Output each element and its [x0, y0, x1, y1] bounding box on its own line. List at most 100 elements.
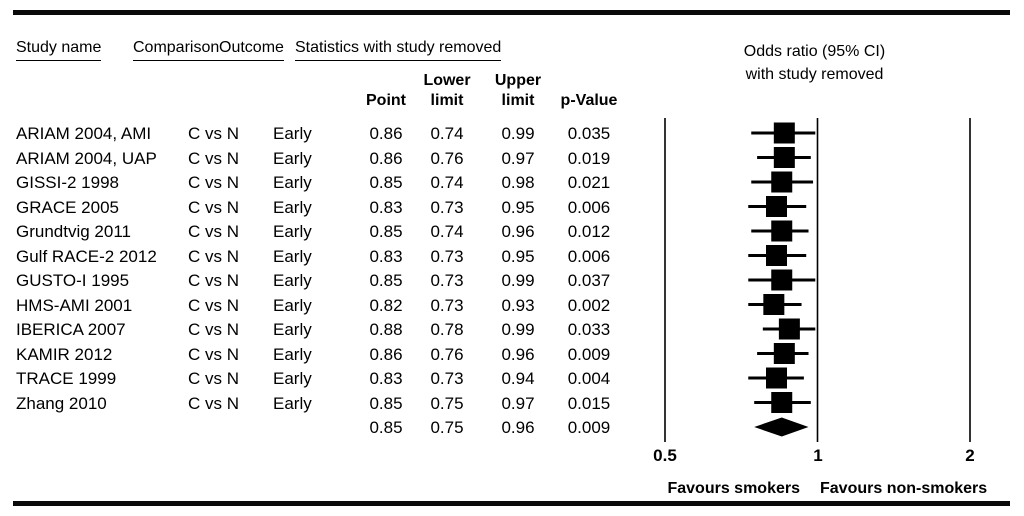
- point-cell: 0.86: [369, 344, 403, 364]
- study-name-cell: ARIAM 2004, AMI: [16, 124, 152, 143]
- top-rule: [13, 10, 1010, 15]
- table-row: Zhang 2010 C vs N Early 0.85 0.75 0.97 0…: [0, 391, 1024, 416]
- outcome-cell: Early: [273, 295, 312, 315]
- study-name-header: Study name: [16, 39, 102, 61]
- study-name-cell: Gulf RACE-2 2012: [16, 246, 157, 266]
- upper-limit-cell: 0.97: [501, 393, 535, 413]
- table-row: Grundtvig 2011 C vs N Early 0.85 0.74 0.…: [0, 219, 1024, 244]
- p-value-cell: 0.033: [567, 320, 611, 339]
- study-name-cell: HMS-AMI 2001: [16, 295, 133, 315]
- x-tick-label-1: 1: [813, 446, 823, 465]
- upper-limit-cell: 0.99: [501, 320, 535, 339]
- point-cell: 0.85: [369, 271, 403, 290]
- p-value-cell: 0.009: [567, 344, 611, 364]
- outcome-cell: Early: [273, 369, 312, 388]
- outcome-cell: Early: [273, 271, 312, 290]
- lower-limit-cell: 0.73: [430, 271, 464, 290]
- outcome-cell: Early: [273, 344, 312, 364]
- outcome-cell: Early: [273, 148, 312, 168]
- lower-limit-cell: 0.76: [430, 344, 464, 364]
- lower-limit-cell: 0.76: [430, 148, 464, 168]
- x-tick-label-2: 2: [965, 446, 975, 465]
- lower-limit-cell: 0.74: [430, 173, 464, 192]
- p-value-cell: 0.035: [567, 124, 611, 143]
- favours-non-smokers-label: Favours non-smokers: [820, 480, 988, 497]
- table-row: GRACE 2005 C vs N Early 0.83 0.73 0.95 0…: [0, 195, 1024, 220]
- comparison-cell: C vs N: [188, 320, 239, 339]
- point-estimate-marker: [773, 147, 795, 168]
- comparison-cell: C vs N: [188, 197, 239, 217]
- lower-limit-cell: 0.75: [430, 418, 464, 437]
- study-name-cell: IBERICA 2007: [16, 320, 126, 339]
- comparison-cell: C vs N: [188, 173, 239, 192]
- point-column-header: Point: [366, 92, 406, 109]
- lower-limit-cell: 0.73: [430, 246, 464, 266]
- point-cell: 0.85: [369, 393, 403, 413]
- upper-limit-cell: 0.96: [501, 344, 535, 364]
- upper-limit-column-header: Upper limit: [494, 72, 542, 109]
- lower-limit-cell: 0.75: [430, 393, 464, 413]
- p-value-cell: 0.021: [567, 173, 611, 192]
- upper-limit-cell: 0.96: [501, 222, 535, 241]
- table-row: ARIAM 2004, UAP C vs N Early 0.86 0.76 0…: [0, 146, 1024, 171]
- point-estimate-marker: [773, 343, 795, 364]
- point-cell: 0.86: [369, 148, 403, 168]
- outcome-cell: Early: [273, 124, 312, 143]
- comparison-cell: C vs N: [188, 271, 239, 290]
- study-name-cell: ARIAM 2004, UAP: [16, 148, 157, 168]
- p-value-column-header: p-Value: [560, 92, 618, 109]
- p-value-cell: 0.019: [567, 148, 611, 168]
- outcome-cell: Early: [273, 197, 312, 217]
- plot-header: Odds ratio (95% CI) with study removed: [697, 40, 932, 86]
- table-row: TRACE 1999 C vs N Early 0.83 0.73 0.94 0…: [0, 366, 1024, 391]
- upper-limit-cell: 0.98: [501, 173, 535, 192]
- lower-limit-column-header: Lower limit: [423, 72, 471, 109]
- point-cell: 0.85: [369, 173, 403, 192]
- summary-diamond: [754, 417, 809, 437]
- table-row: Gulf RACE-2 2012 C vs N Early 0.83 0.73 …: [0, 244, 1024, 269]
- point-estimate-marker: [771, 392, 793, 413]
- table-row: HMS-AMI 2001 C vs N Early 0.82 0.73 0.93…: [0, 293, 1024, 318]
- point-cell: 0.83: [369, 246, 403, 266]
- p-value-cell: 0.037: [567, 271, 611, 290]
- point-estimate-marker: [766, 196, 788, 217]
- point-cell: 0.85: [369, 222, 403, 241]
- p-value-cell: 0.002: [567, 295, 611, 315]
- point-cell: 0.85: [369, 418, 403, 437]
- point-estimate-marker: [773, 122, 795, 144]
- bottom-rule: [13, 501, 1010, 506]
- lower-limit-cell: 0.73: [430, 369, 464, 388]
- table-row: 0.85 0.75 0.96 0.009: [0, 415, 1024, 440]
- comparison-cell: C vs N: [188, 148, 239, 168]
- upper-limit-cell: 0.94: [501, 369, 535, 388]
- upper-limit-cell: 0.99: [501, 124, 535, 143]
- point-cell: 0.86: [369, 124, 403, 143]
- comparison-cell: C vs N: [188, 393, 239, 413]
- study-name-cell: GUSTO-I 1995: [16, 271, 130, 290]
- outcome-cell: Early: [273, 246, 312, 266]
- plot-header-line2: with study removed: [745, 66, 884, 83]
- p-value-cell: 0.012: [567, 222, 611, 241]
- point-cell: 0.88: [369, 320, 403, 339]
- comparison-cell: C vs N: [188, 295, 239, 315]
- point-cell: 0.82: [369, 295, 403, 315]
- lower-limit-cell: 0.74: [430, 124, 464, 143]
- p-value-cell: 0.015: [567, 393, 611, 413]
- comparison-cell: C vs N: [188, 369, 239, 388]
- favours-smokers-label: Favours smokers: [667, 480, 800, 497]
- point-estimate-marker: [771, 220, 793, 242]
- study-name-cell: Grundtvig 2011: [16, 222, 131, 241]
- study-name-cell: GRACE 2005: [16, 197, 119, 217]
- outcome-cell: Early: [273, 320, 312, 339]
- point-estimate-marker: [771, 171, 793, 193]
- statistics-group-header: Statistics with study removed: [295, 39, 502, 61]
- point-estimate-marker: [763, 294, 785, 315]
- lower-limit-cell: 0.78: [430, 320, 464, 339]
- point-estimate-marker: [771, 269, 793, 291]
- point-cell: 0.83: [369, 197, 403, 217]
- outcome-cell: Early: [273, 222, 312, 241]
- comparison-header: Comparison: [133, 39, 220, 61]
- comparison-cell: C vs N: [188, 344, 239, 364]
- comparison-cell: C vs N: [188, 222, 239, 241]
